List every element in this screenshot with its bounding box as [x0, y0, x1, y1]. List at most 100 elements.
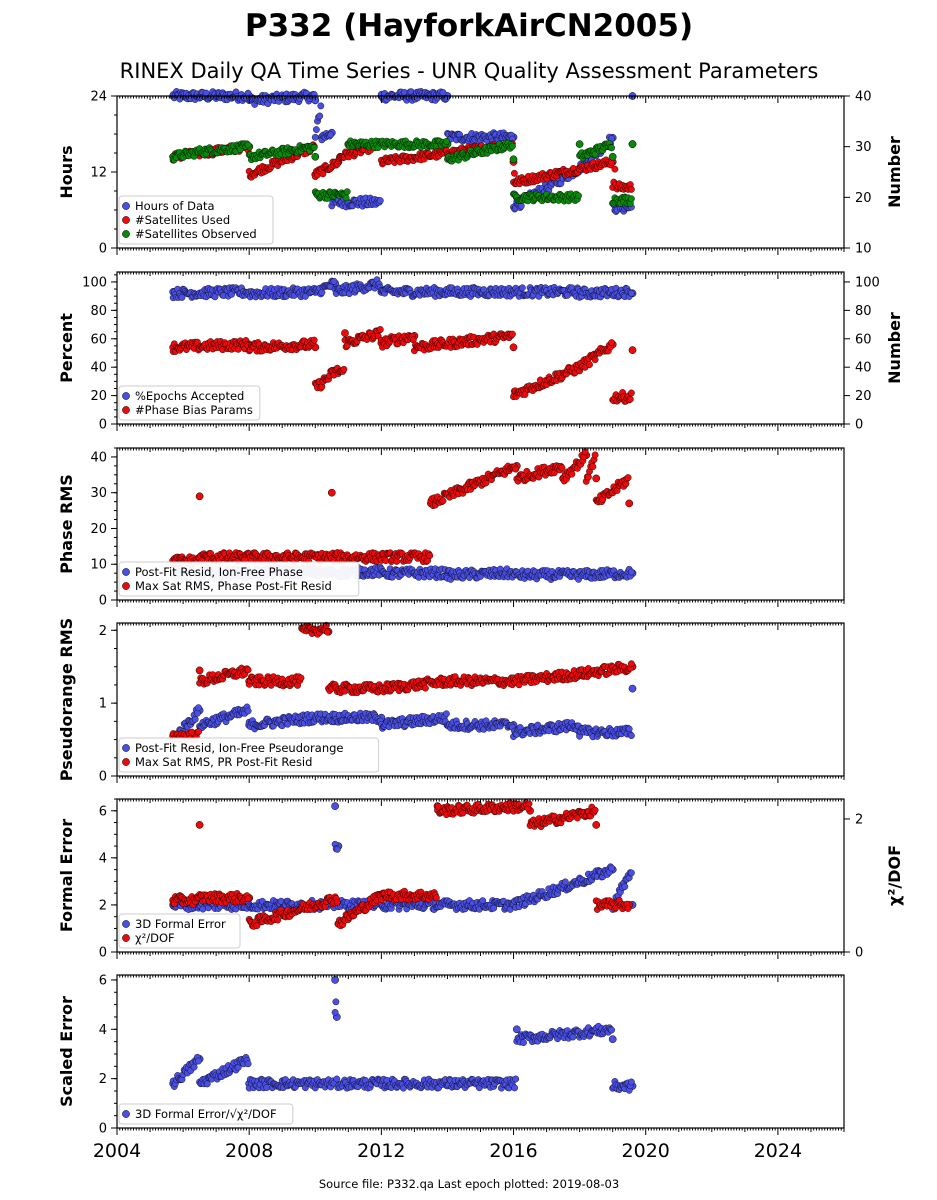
- legend-label: #Satellites Used: [135, 213, 230, 227]
- data-point: [585, 473, 592, 481]
- panel-2: 0 20 40 60 80 100 Percent 0 20 40 60 80 100 Number %Ep…: [57, 271, 904, 433]
- data-point: [568, 470, 576, 478]
- y-tick-label: 0: [99, 418, 107, 433]
- series-2: [169, 448, 634, 569]
- data-point: [611, 165, 619, 173]
- data-point: [340, 365, 348, 373]
- data-point: [628, 568, 635, 576]
- legend-label: %Epochs Accepted: [135, 389, 244, 403]
- figure-title: P332 (HayforkAirCN2005): [245, 8, 693, 44]
- data-point: [628, 346, 637, 354]
- data-point: [509, 330, 516, 338]
- data-point: [311, 152, 320, 161]
- legend-marker: [122, 202, 130, 210]
- data-point: [310, 144, 318, 151]
- data-point: [439, 497, 447, 505]
- y2-axis-label: Number: [885, 312, 904, 384]
- data-point: [376, 326, 384, 333]
- legend-label: Hours of Data: [135, 199, 215, 213]
- y-tick-label: 0: [99, 242, 107, 257]
- panel-3: 0 10 20 30 40 Phase RMS Post-Fit Resid, Ion-Fr…: [57, 447, 845, 609]
- series-texture: [169, 448, 632, 569]
- data-point: [558, 464, 566, 472]
- y2-ticks: 0 20 40 60 80 100: [844, 275, 880, 433]
- data-point: [608, 152, 617, 161]
- data-point: [624, 474, 632, 481]
- y-tick-label: 30: [90, 486, 107, 501]
- data-point: [376, 197, 384, 205]
- data-point: [608, 339, 615, 346]
- y2-tick-label: 80: [855, 304, 872, 319]
- y2-tick-label: 40: [855, 90, 872, 105]
- data-point: [575, 192, 582, 200]
- data-point: [342, 194, 350, 202]
- y-ticks: 0 20 40 60 80 100: [82, 274, 117, 433]
- data-point: [439, 89, 447, 96]
- data-points: [169, 621, 637, 744]
- y2-tick-label: 10: [855, 242, 872, 257]
- y2-tick-label: 100: [855, 275, 880, 290]
- data-points: [169, 276, 637, 405]
- data-point: [426, 552, 434, 559]
- figure-subtitle: RINEX Daily QA Time Series - UNR Quality…: [120, 59, 819, 83]
- data-point: [591, 356, 599, 364]
- legend-marker: [122, 406, 130, 414]
- data-point: [589, 463, 597, 470]
- y2-tick-label: 20: [855, 191, 872, 206]
- data-point: [628, 185, 635, 193]
- series-1: [169, 684, 637, 744]
- y2-axis-label: Number: [885, 136, 904, 208]
- data-point: [312, 126, 320, 134]
- data-point: [343, 188, 351, 196]
- data-point: [628, 140, 637, 148]
- data-point: [327, 131, 335, 139]
- y-tick-label: 12: [90, 166, 107, 181]
- data-point: [195, 704, 202, 712]
- y-tick-label: 60: [90, 332, 107, 347]
- data-point: [628, 195, 635, 203]
- legend-label: #Satellites Observed: [135, 227, 257, 241]
- data-point: [592, 474, 601, 483]
- series-1: [169, 276, 637, 302]
- y-ticks: 0 12 24: [90, 90, 117, 257]
- legend-label: #Phase Bias Params: [135, 403, 253, 417]
- y-tick-label: 40: [90, 361, 107, 376]
- data-point: [586, 361, 593, 369]
- y-tick-label: 20: [90, 389, 107, 404]
- data-point: [319, 170, 327, 178]
- data-point: [317, 102, 325, 110]
- data-point: [442, 137, 450, 145]
- legend-marker: [122, 392, 130, 400]
- series-texture: [169, 703, 635, 743]
- data-point: [393, 558, 401, 565]
- data-point: [318, 288, 326, 296]
- data-point: [509, 142, 516, 150]
- data-point: [512, 465, 520, 473]
- y2-tick-label: 20: [855, 389, 872, 404]
- y-axis-label: Hours: [57, 145, 76, 198]
- y2-tick-label: 40: [855, 361, 872, 376]
- data-point: [628, 389, 635, 397]
- legend-label: Post-Fit Resid, Ion-Free Phase: [135, 565, 303, 579]
- legend-label: Max Sat RMS, Phase Post-Fit Resid: [135, 579, 332, 593]
- y-tick-label: 100: [82, 275, 107, 290]
- data-point: [519, 284, 526, 292]
- data-point: [625, 499, 634, 508]
- data-point: [628, 684, 637, 693]
- y-tick-label: 80: [90, 304, 107, 319]
- y-tick-label: 40: [90, 450, 107, 465]
- y-tick-label: 0: [99, 594, 107, 609]
- data-point: [316, 112, 324, 120]
- data-point: [626, 395, 634, 403]
- legend: %Epochs Accepted#Phase Bias Params: [118, 385, 261, 421]
- data-points: [169, 88, 637, 215]
- y2-tick-label: 30: [855, 140, 872, 155]
- series-texture: [169, 276, 635, 302]
- data-point: [575, 140, 584, 148]
- y-tick-label: 10: [90, 558, 107, 573]
- data-point: [244, 707, 252, 715]
